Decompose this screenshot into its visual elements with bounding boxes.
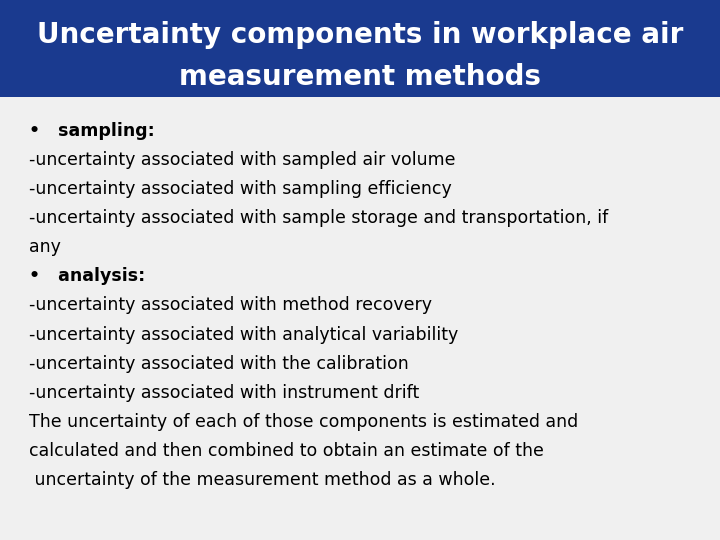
Text: Uncertainty components in workplace air: Uncertainty components in workplace air <box>37 21 683 49</box>
Text: -uncertainty associated with instrument drift: -uncertainty associated with instrument … <box>29 384 419 402</box>
Text: any: any <box>29 238 60 256</box>
Text: calculated and then combined to obtain an estimate of the: calculated and then combined to obtain a… <box>29 442 544 460</box>
Text: -uncertainty associated with sampling efficiency: -uncertainty associated with sampling ef… <box>29 180 451 198</box>
Text: •   sampling:: • sampling: <box>29 122 155 139</box>
FancyBboxPatch shape <box>0 0 720 97</box>
Text: •   analysis:: • analysis: <box>29 267 145 285</box>
Text: -uncertainty associated with method recovery: -uncertainty associated with method reco… <box>29 296 432 314</box>
Text: The uncertainty of each of those components is estimated and: The uncertainty of each of those compone… <box>29 413 578 431</box>
Text: measurement methods: measurement methods <box>179 63 541 91</box>
Text: -uncertainty associated with the calibration: -uncertainty associated with the calibra… <box>29 355 408 373</box>
Text: -uncertainty associated with analytical variability: -uncertainty associated with analytical … <box>29 326 458 343</box>
Text: uncertainty of the measurement method as a whole.: uncertainty of the measurement method as… <box>29 471 495 489</box>
Text: -uncertainty associated with sampled air volume: -uncertainty associated with sampled air… <box>29 151 455 168</box>
Text: -uncertainty associated with sample storage and transportation, if: -uncertainty associated with sample stor… <box>29 209 608 227</box>
